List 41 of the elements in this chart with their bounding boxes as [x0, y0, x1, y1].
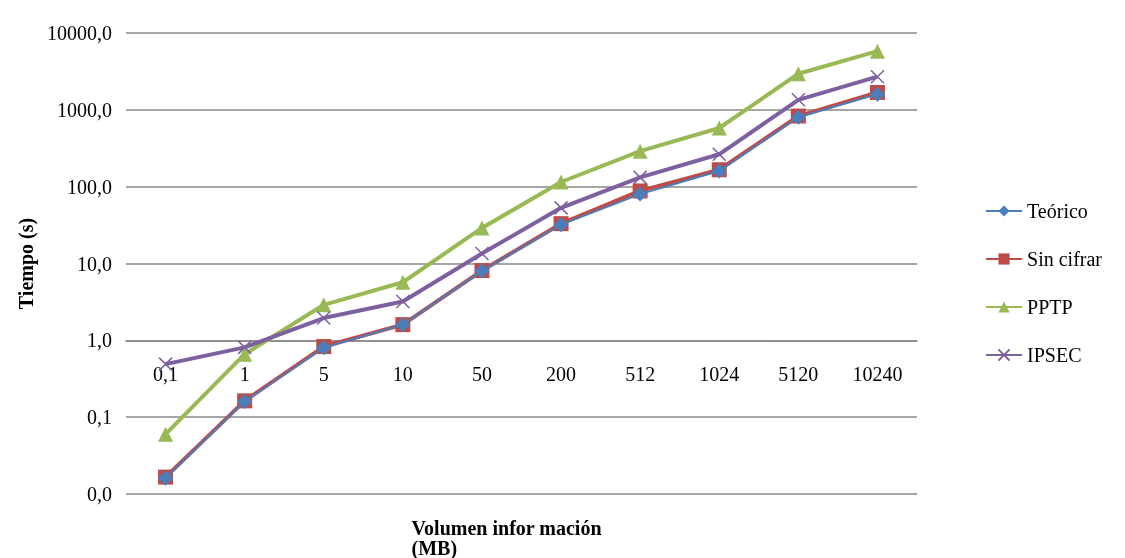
point — [869, 43, 885, 59]
x-tick-label: 5120 — [778, 363, 819, 386]
point — [316, 310, 331, 326]
legend-label: Teórico — [1027, 200, 1088, 222]
y-tick-label: 0,0 — [87, 483, 112, 505]
point — [316, 297, 332, 313]
legend-label: IPSEC — [1027, 344, 1082, 366]
point — [553, 174, 569, 190]
y-tick-label: 1,0 — [87, 329, 112, 352]
x-tick-label: 5 — [318, 363, 329, 386]
x-tick-label: 1024 — [699, 363, 740, 386]
legend-label: Sin cifrar — [1027, 248, 1103, 270]
point — [395, 274, 411, 290]
point — [632, 143, 648, 159]
point — [712, 147, 727, 162]
point — [474, 246, 490, 261]
point — [870, 69, 885, 84]
y-tick-label: 10000,0 — [47, 22, 112, 44]
x-tick-label: 1 — [239, 363, 250, 386]
y-tick-label: 1000,0 — [57, 98, 112, 121]
point — [237, 340, 252, 355]
y-tick-label: 0,1 — [87, 406, 112, 429]
x-tick-label: 200 — [546, 363, 577, 386]
point — [474, 220, 490, 236]
y-tick-label: 100,0 — [67, 175, 112, 198]
point — [632, 170, 648, 185]
point — [395, 294, 411, 309]
point — [790, 66, 806, 82]
x-tick-label: 10 — [392, 363, 413, 386]
point — [711, 120, 727, 136]
x-tick-label: 50 — [471, 363, 492, 386]
point — [237, 346, 253, 362]
y-axis-title: Tiempo (s) — [15, 217, 39, 310]
x-tick-label: 512 — [625, 363, 656, 386]
point — [553, 200, 569, 216]
x-tick-label: 10240 — [852, 363, 903, 386]
x-tick-label: 0,1 — [153, 363, 179, 386]
point — [791, 92, 806, 108]
point — [158, 426, 174, 442]
legend-label: PPTP — [1027, 296, 1073, 318]
y-tick-label: 10,0 — [77, 252, 112, 275]
